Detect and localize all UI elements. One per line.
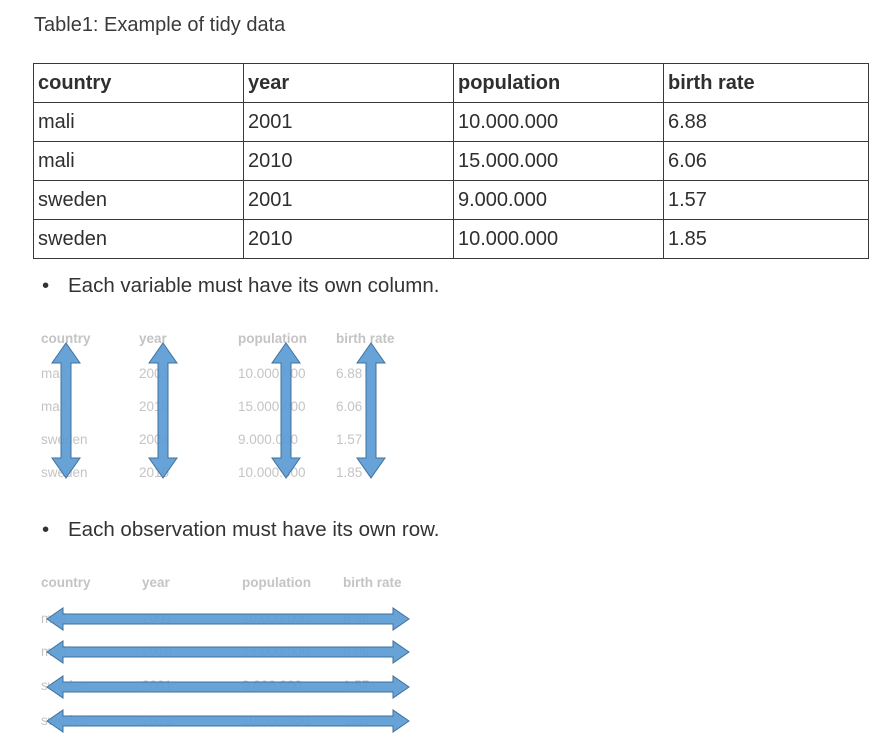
cell-population: 9.000.000 (453, 180, 664, 220)
table-row: sweden 2010 10.000.000 1.85 (33, 219, 869, 259)
cell-birth-rate: 6.88 (663, 102, 869, 142)
cell-birth-rate: 1.85 (663, 219, 869, 259)
cell-year: 2001 (243, 180, 454, 220)
vertical-arrow-icon (271, 342, 301, 479)
mini-cell: mali (41, 399, 66, 414)
cell-year: 2010 (243, 219, 454, 259)
header-country: country (33, 63, 244, 103)
vertical-arrow-icon (356, 342, 386, 479)
mini-header: country (41, 575, 91, 590)
bullet-each-variable: • Each variable must have its own column. (42, 274, 439, 298)
table-caption: Table1: Example of tidy data (34, 14, 286, 36)
bullet-marker: • (42, 274, 50, 297)
table-header-row: country year population birth rate (33, 63, 869, 103)
horizontal-arrow-icon (46, 607, 410, 631)
mini-header: birth rate (343, 575, 402, 590)
mini-cell: 6.88 (336, 366, 363, 381)
cell-population: 10.000.000 (453, 219, 664, 259)
cell-country: sweden (33, 219, 244, 259)
mini-header: country (41, 331, 91, 346)
cell-year: 2010 (243, 141, 454, 181)
cell-population: 10.000.000 (453, 102, 664, 142)
mini-cell: 1.57 (336, 432, 363, 447)
mini-cell: mali (41, 366, 66, 381)
vertical-arrow-icon (148, 342, 178, 479)
mini-header: population (242, 575, 311, 590)
vertical-arrow-icon (51, 342, 81, 479)
header-population: population (453, 63, 664, 103)
bullet-each-observation: • Each observation must have its own row. (42, 518, 439, 542)
mini-header: population (238, 331, 307, 346)
cell-birth-rate: 6.06 (663, 141, 869, 181)
cell-population: 15.000.000 (453, 141, 664, 181)
cell-birth-rate: 1.57 (663, 180, 869, 220)
bullet-text: Each observation must have its own row. (68, 518, 440, 541)
header-birth-rate: birth rate (663, 63, 869, 103)
table-row: mali 2001 10.000.000 6.88 (33, 102, 869, 142)
cell-country: mali (33, 102, 244, 142)
mini-header: year (139, 331, 167, 346)
bullet-text: Each variable must have its own column. (68, 274, 440, 297)
horizontal-arrow-icon (46, 640, 410, 664)
horizontal-arrow-icon (46, 675, 410, 699)
header-year: year (243, 63, 454, 103)
tidy-data-table: country year population birth rate mali … (33, 63, 869, 259)
mini-header: birth rate (336, 331, 395, 346)
mini-cell: 1.85 (336, 465, 363, 480)
bullet-marker: • (42, 518, 50, 541)
mini-header: year (142, 575, 170, 590)
mini-cell: 6.06 (336, 399, 363, 414)
horizontal-arrow-icon (46, 709, 410, 733)
